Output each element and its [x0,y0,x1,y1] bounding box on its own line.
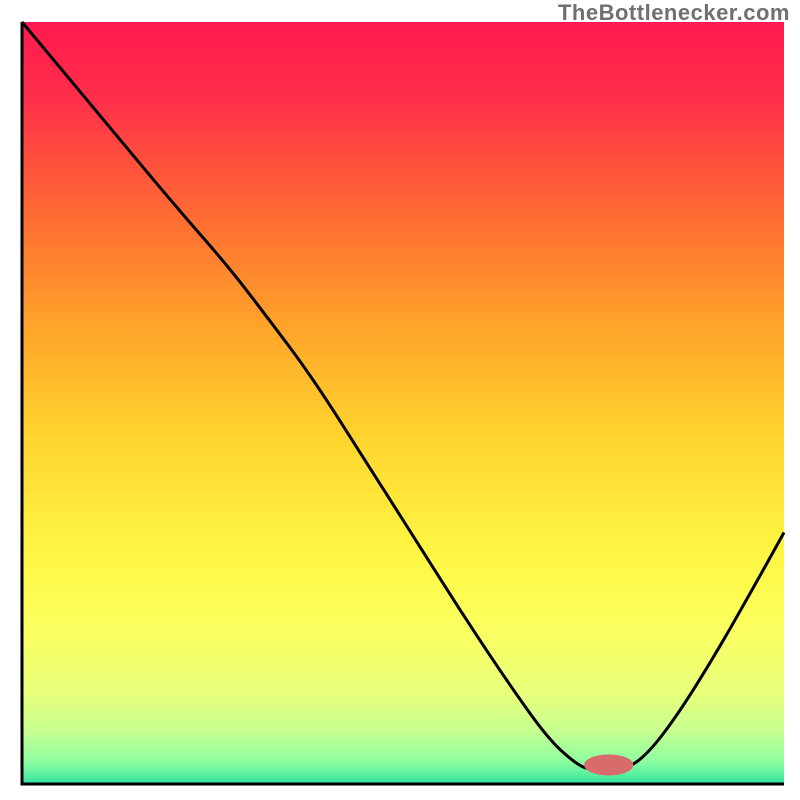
bottleneck-chart [0,0,800,800]
chart-container: { "attribution": { "text": "TheBottlenec… [0,0,800,800]
plot-area [22,22,784,784]
attribution-text: TheBottlenecker.com [558,0,790,26]
optimal-marker [585,755,633,775]
